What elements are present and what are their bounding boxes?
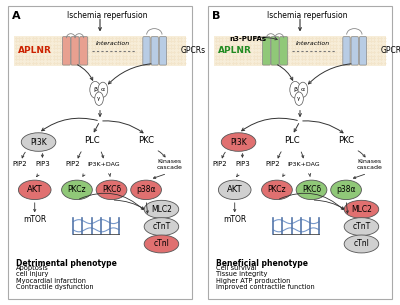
Text: cTnI: cTnI xyxy=(154,239,169,249)
Text: γ: γ xyxy=(298,96,301,101)
Text: cTnI: cTnI xyxy=(354,239,369,249)
Ellipse shape xyxy=(296,180,327,199)
FancyBboxPatch shape xyxy=(351,37,358,65)
Text: Apoptosis: Apoptosis xyxy=(16,265,48,271)
FancyBboxPatch shape xyxy=(62,37,70,65)
Text: PIP3: PIP3 xyxy=(35,161,50,167)
FancyBboxPatch shape xyxy=(159,37,167,65)
Text: Interaction: Interaction xyxy=(296,41,330,46)
FancyBboxPatch shape xyxy=(271,37,279,65)
Text: PLC: PLC xyxy=(84,136,100,145)
Text: AKT: AKT xyxy=(27,185,42,194)
Ellipse shape xyxy=(344,200,379,218)
Text: PKCz: PKCz xyxy=(68,185,86,194)
Text: PIP3: PIP3 xyxy=(235,161,250,167)
Circle shape xyxy=(90,81,100,98)
Text: MLC2: MLC2 xyxy=(351,205,372,214)
Ellipse shape xyxy=(144,218,179,235)
Circle shape xyxy=(98,82,108,97)
Ellipse shape xyxy=(18,180,51,199)
Circle shape xyxy=(298,82,308,97)
Text: α: α xyxy=(301,87,305,92)
Ellipse shape xyxy=(131,180,162,199)
Text: B: B xyxy=(212,11,220,20)
FancyBboxPatch shape xyxy=(280,37,288,65)
Text: α: α xyxy=(101,87,105,92)
Ellipse shape xyxy=(144,200,179,218)
Text: PKC: PKC xyxy=(138,136,154,145)
Text: β: β xyxy=(93,87,97,92)
Text: GPCRs: GPCRs xyxy=(181,46,206,56)
Text: Tissue integrity: Tissue integrity xyxy=(216,271,267,277)
Text: Kinases
cascade: Kinases cascade xyxy=(156,159,182,170)
Text: cTnT: cTnT xyxy=(352,222,370,231)
Circle shape xyxy=(290,81,300,98)
Text: PIP2: PIP2 xyxy=(266,161,280,167)
Text: PI3K: PI3K xyxy=(230,138,247,146)
Text: A: A xyxy=(12,11,20,20)
Ellipse shape xyxy=(144,235,179,253)
Text: Detrimental phenotype: Detrimental phenotype xyxy=(16,259,116,267)
Text: APLNR: APLNR xyxy=(18,46,52,56)
Text: PIP2: PIP2 xyxy=(12,161,27,167)
Text: Myocardial infarction: Myocardial infarction xyxy=(16,278,86,284)
Ellipse shape xyxy=(262,180,292,199)
Text: AKT: AKT xyxy=(227,185,242,194)
FancyBboxPatch shape xyxy=(359,37,367,65)
FancyBboxPatch shape xyxy=(214,36,386,66)
Text: Higher ATP production: Higher ATP production xyxy=(216,278,290,284)
Ellipse shape xyxy=(218,180,251,199)
FancyBboxPatch shape xyxy=(71,37,79,65)
Text: p38α: p38α xyxy=(336,185,356,194)
Text: GPCRs: GPCRs xyxy=(381,46,400,56)
Text: cTnT: cTnT xyxy=(152,222,170,231)
Text: mTOR: mTOR xyxy=(223,215,246,224)
Text: MLC2: MLC2 xyxy=(151,205,172,214)
FancyBboxPatch shape xyxy=(143,37,150,65)
Text: PKCδ: PKCδ xyxy=(302,185,321,194)
Ellipse shape xyxy=(344,235,379,253)
Ellipse shape xyxy=(344,218,379,235)
FancyBboxPatch shape xyxy=(262,37,270,65)
Text: PI3K: PI3K xyxy=(30,138,47,146)
FancyBboxPatch shape xyxy=(343,37,350,65)
Text: Contractile dysfunction: Contractile dysfunction xyxy=(16,284,93,290)
Text: p38α: p38α xyxy=(136,185,156,194)
Text: Improved contractile function: Improved contractile function xyxy=(216,284,314,290)
Ellipse shape xyxy=(21,133,56,151)
Text: cell injury: cell injury xyxy=(16,271,48,277)
FancyBboxPatch shape xyxy=(208,6,392,299)
Text: mTOR: mTOR xyxy=(23,215,46,224)
Text: Ischemia reperfusion: Ischemia reperfusion xyxy=(268,11,348,20)
FancyBboxPatch shape xyxy=(151,37,158,65)
Text: PKC: PKC xyxy=(338,136,354,145)
Text: IP3K+DAG: IP3K+DAG xyxy=(288,162,320,167)
FancyBboxPatch shape xyxy=(80,37,88,65)
Text: Kinases
cascade: Kinases cascade xyxy=(356,159,382,170)
Text: PIP2: PIP2 xyxy=(66,161,80,167)
FancyBboxPatch shape xyxy=(8,6,192,299)
Text: n3-PUFAs: n3-PUFAs xyxy=(229,36,266,42)
Circle shape xyxy=(95,92,103,106)
Ellipse shape xyxy=(221,133,256,151)
Ellipse shape xyxy=(331,180,362,199)
Text: PIP2: PIP2 xyxy=(212,161,227,167)
Text: γ: γ xyxy=(98,96,101,101)
FancyBboxPatch shape xyxy=(14,36,186,66)
Text: PKCz: PKCz xyxy=(268,185,286,194)
Ellipse shape xyxy=(62,180,92,199)
Text: PKCδ: PKCδ xyxy=(102,185,121,194)
Text: Cell survival: Cell survival xyxy=(216,265,256,271)
Text: APLNR: APLNR xyxy=(218,46,252,56)
Text: β: β xyxy=(293,87,297,92)
Text: IP3K+DAG: IP3K+DAG xyxy=(88,162,120,167)
Circle shape xyxy=(295,92,303,106)
Text: Beneficial phenotype: Beneficial phenotype xyxy=(216,259,308,267)
Text: PLC: PLC xyxy=(284,136,300,145)
Text: Ischemia reperfusion: Ischemia reperfusion xyxy=(68,11,148,20)
Ellipse shape xyxy=(96,180,127,199)
Text: Interaction: Interaction xyxy=(96,41,130,46)
